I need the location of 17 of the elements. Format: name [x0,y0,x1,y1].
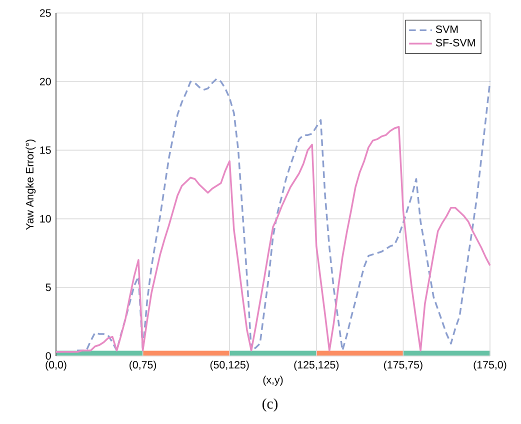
y-tick-label: 25 [40,9,51,17]
x-tick-label: (175,75) [384,360,422,371]
y-tick-label: 5 [46,284,51,292]
y-tick-label: 10 [40,215,51,223]
legend-label: SF-SVM [436,38,475,46]
x-axis-title: (x,y) [263,376,283,386]
x-tick-label: (50,125) [210,360,249,371]
x-tick-label: (0,0) [46,360,66,371]
y-tick-label: 20 [40,78,51,86]
y-tick-label: 0 [46,352,51,360]
legend-label: SVM [436,25,458,34]
x-tick-label: (0,75) [130,360,156,371]
x-tick-label: (125,125) [294,360,339,371]
y-axis-title: Yaw Angke Error(°) [26,140,36,230]
text: (c) [262,398,278,412]
x-tick-label: (175,0) [474,360,506,371]
y-tick-label: 15 [40,146,51,154]
